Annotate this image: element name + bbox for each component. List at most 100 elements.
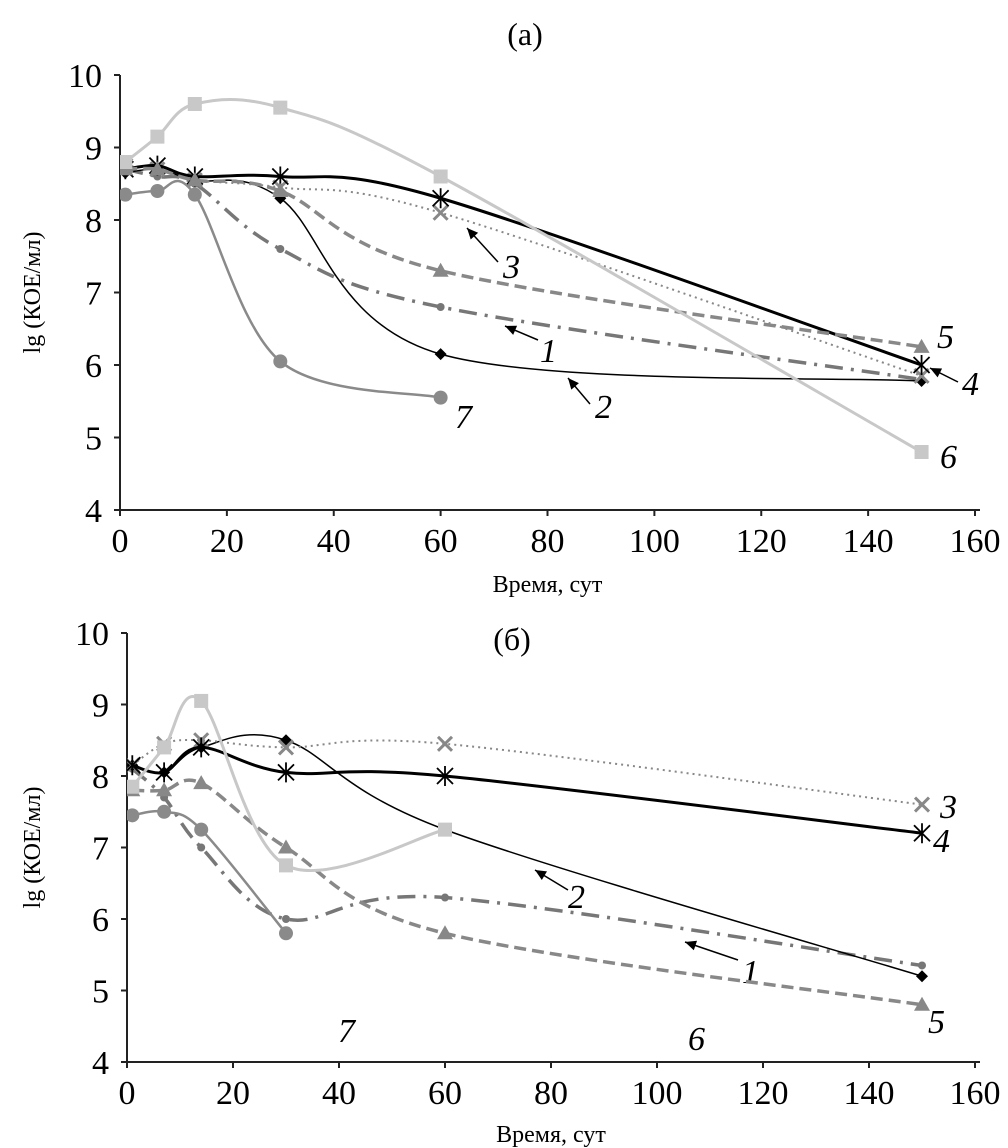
- marker-star: [912, 355, 931, 375]
- x-tick-label: 20: [210, 523, 244, 560]
- series-5: [120, 161, 930, 353]
- arrowhead-icon: [505, 325, 518, 335]
- marker-circle: [187, 187, 202, 202]
- series-6: [120, 97, 929, 459]
- x-tick-label: 140: [843, 523, 894, 560]
- series-4: [127, 737, 931, 844]
- panel-title: (б): [493, 621, 531, 657]
- series-label: 2: [568, 879, 585, 916]
- x-tick-label: 160: [950, 1075, 1001, 1112]
- series-line: [131, 745, 923, 835]
- series-line: [125, 164, 922, 377]
- marker-dot: [441, 893, 449, 902]
- marker-sq: [127, 779, 140, 794]
- series-label: 6: [688, 1021, 705, 1058]
- x-tick-label: 160: [950, 523, 1001, 560]
- y-tick-label: 7: [92, 831, 109, 868]
- y-tick-label: 5: [92, 974, 109, 1011]
- series-line: [125, 168, 922, 382]
- marker-sq: [194, 693, 209, 708]
- marker-star: [277, 762, 295, 783]
- marker-tri: [913, 338, 930, 353]
- series-line: [125, 163, 923, 367]
- marker-circle: [120, 187, 133, 202]
- y-tick-label: 7: [85, 276, 102, 313]
- marker-circle: [150, 184, 165, 198]
- marker-star: [127, 755, 141, 776]
- marker-dot: [197, 843, 206, 852]
- series-3: [127, 732, 931, 813]
- x-tick-label: 0: [119, 1075, 136, 1112]
- series-6: [127, 693, 452, 873]
- x-tick-label: 80: [534, 1075, 568, 1112]
- series-4: [120, 155, 931, 375]
- series-line: [124, 97, 923, 454]
- series-line: [132, 733, 923, 977]
- marker-sq: [157, 740, 172, 755]
- y-tick-label: 8: [92, 759, 109, 796]
- marker-sq: [187, 97, 202, 111]
- marker-x: [277, 739, 295, 756]
- arrowhead-icon: [467, 228, 479, 240]
- series-label: 2: [595, 389, 612, 426]
- y-tick-label: 6: [92, 902, 109, 939]
- y-axis-label: lg (КОЕ/мл): [20, 787, 46, 909]
- marker-dot: [276, 245, 285, 253]
- x-axis-label: Время, сут: [496, 1122, 606, 1148]
- y-tick-label: 8: [85, 203, 102, 240]
- x-tick-label: 40: [322, 1075, 356, 1112]
- series-1: [128, 764, 926, 970]
- series-2: [127, 733, 928, 983]
- series-label: 3: [939, 789, 957, 826]
- x-tick-label: 100: [629, 523, 680, 560]
- marker-star: [436, 766, 454, 786]
- marker-circle: [194, 822, 209, 837]
- marker-sq: [438, 822, 452, 837]
- marker-circle: [157, 804, 172, 819]
- marker-x: [913, 367, 930, 384]
- series-label: 7: [455, 399, 474, 436]
- arrowhead-icon: [568, 378, 579, 390]
- series-label: 4: [962, 366, 979, 403]
- marker-sq: [150, 129, 165, 144]
- series-label: 4: [933, 823, 950, 860]
- marker-x: [913, 796, 931, 813]
- marker-star: [913, 823, 931, 844]
- y-tick-label: 5: [85, 421, 102, 458]
- series-label: 3: [502, 249, 520, 286]
- x-tick-label: 80: [531, 523, 565, 560]
- x-tick-label: 60: [424, 523, 458, 560]
- marker-dot: [436, 303, 445, 311]
- series-line: [132, 778, 923, 1007]
- series-label: 7: [338, 1013, 357, 1050]
- y-tick-label: 4: [92, 1045, 109, 1082]
- y-tick-label: 9: [85, 131, 102, 168]
- x-tick-label: 120: [736, 523, 787, 560]
- marker-x: [436, 735, 454, 752]
- arrowhead-icon: [685, 940, 698, 951]
- marker-circle: [127, 808, 140, 823]
- marker-star: [192, 737, 210, 758]
- marker-tri: [914, 996, 930, 1011]
- marker-x: [432, 204, 449, 221]
- marker-circle: [279, 926, 293, 941]
- marker-diamond: [916, 970, 928, 983]
- series-2: [120, 163, 928, 387]
- y-tick-label: 6: [85, 348, 102, 385]
- y-tick-label: 4: [85, 493, 102, 530]
- marker-tri: [149, 161, 166, 176]
- x-tick-label: 60: [428, 1075, 462, 1112]
- x-axis-label: Время, сут: [493, 572, 603, 598]
- series-label: 5: [937, 319, 954, 356]
- marker-sq: [273, 100, 288, 115]
- series-7: [120, 179, 448, 405]
- marker-circle: [433, 390, 448, 405]
- x-tick-label: 0: [112, 523, 129, 560]
- x-tick-label: 40: [317, 523, 351, 560]
- series-5: [127, 775, 930, 1011]
- marker-dot: [918, 961, 926, 970]
- series-label: 1: [540, 333, 557, 370]
- x-tick-label: 20: [216, 1075, 250, 1112]
- x-tick-label: 100: [632, 1075, 683, 1112]
- panel-title: (a): [507, 16, 543, 52]
